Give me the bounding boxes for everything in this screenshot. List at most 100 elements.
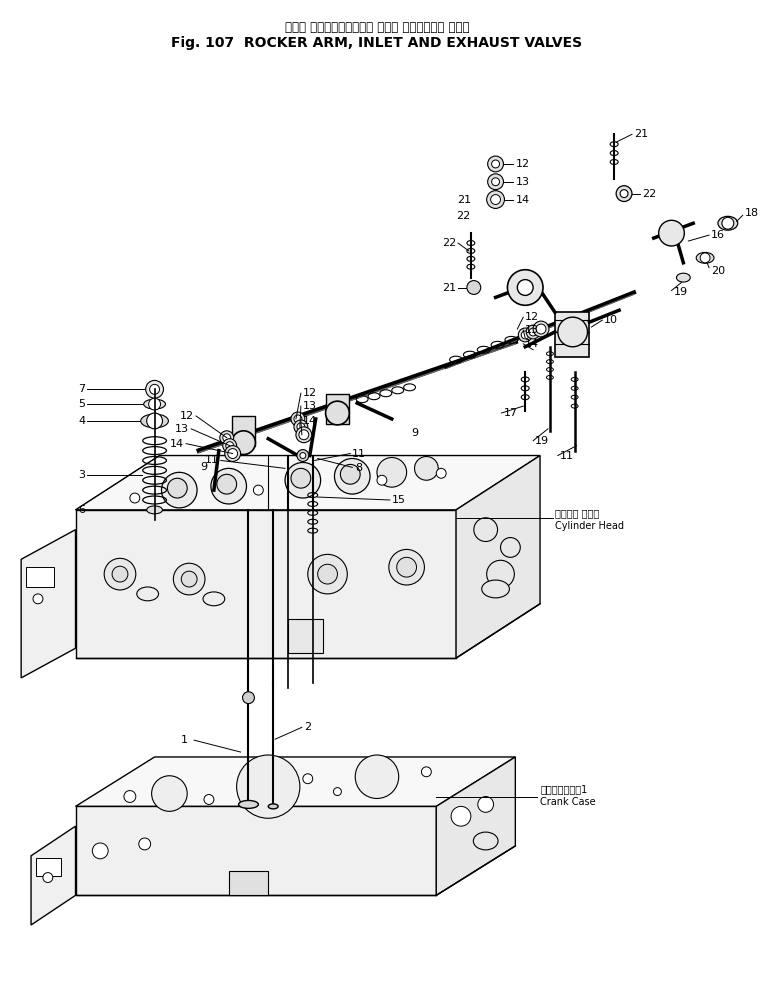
Bar bbox=[36, 858, 61, 876]
Circle shape bbox=[526, 325, 540, 339]
Circle shape bbox=[297, 423, 305, 431]
Circle shape bbox=[501, 538, 521, 557]
Circle shape bbox=[291, 412, 305, 426]
Text: 8: 8 bbox=[355, 463, 363, 473]
Circle shape bbox=[291, 468, 311, 488]
Text: 14: 14 bbox=[302, 416, 317, 426]
Ellipse shape bbox=[268, 804, 278, 809]
Ellipse shape bbox=[473, 832, 498, 850]
Text: 7: 7 bbox=[78, 384, 85, 394]
Circle shape bbox=[518, 328, 532, 342]
Circle shape bbox=[299, 430, 309, 440]
Circle shape bbox=[104, 558, 136, 590]
Circle shape bbox=[33, 594, 43, 604]
Text: 5: 5 bbox=[78, 399, 85, 409]
Ellipse shape bbox=[696, 252, 714, 263]
Text: 19: 19 bbox=[673, 287, 688, 297]
Circle shape bbox=[167, 478, 187, 498]
Text: 9: 9 bbox=[200, 462, 207, 472]
Circle shape bbox=[478, 797, 493, 812]
Circle shape bbox=[211, 468, 246, 504]
Circle shape bbox=[700, 253, 710, 263]
Circle shape bbox=[473, 518, 498, 542]
Circle shape bbox=[451, 806, 471, 826]
Circle shape bbox=[488, 174, 503, 190]
Circle shape bbox=[43, 873, 52, 882]
Text: 13: 13 bbox=[525, 325, 540, 335]
Circle shape bbox=[92, 843, 108, 859]
Ellipse shape bbox=[137, 587, 159, 601]
Circle shape bbox=[149, 398, 160, 410]
Polygon shape bbox=[75, 757, 515, 806]
Circle shape bbox=[226, 442, 233, 450]
Circle shape bbox=[397, 557, 416, 577]
Circle shape bbox=[389, 549, 424, 585]
Circle shape bbox=[220, 431, 233, 445]
Bar bbox=[555, 312, 590, 357]
Circle shape bbox=[558, 317, 587, 347]
Polygon shape bbox=[75, 510, 456, 658]
Circle shape bbox=[334, 458, 370, 494]
Text: 13: 13 bbox=[302, 401, 317, 411]
Circle shape bbox=[182, 571, 197, 587]
Circle shape bbox=[228, 449, 238, 458]
Text: 1: 1 bbox=[181, 735, 188, 745]
Ellipse shape bbox=[482, 580, 509, 598]
Circle shape bbox=[659, 220, 684, 246]
Circle shape bbox=[232, 431, 255, 455]
Circle shape bbox=[377, 458, 407, 487]
Text: ロッカ アーム、インレット および エキゾースト バルブ: ロッカ アーム、インレット および エキゾースト バルブ bbox=[285, 21, 469, 34]
Text: Crank Case: Crank Case bbox=[540, 797, 596, 807]
Circle shape bbox=[340, 464, 360, 484]
Text: 14: 14 bbox=[515, 195, 530, 205]
Text: 18: 18 bbox=[745, 208, 758, 218]
Circle shape bbox=[217, 474, 236, 494]
Text: クランクケース1: クランクケース1 bbox=[540, 785, 587, 795]
Circle shape bbox=[162, 472, 197, 508]
Circle shape bbox=[318, 564, 337, 584]
Circle shape bbox=[492, 178, 499, 186]
Circle shape bbox=[325, 401, 350, 425]
Circle shape bbox=[308, 554, 347, 594]
Text: 10: 10 bbox=[604, 315, 619, 325]
Circle shape bbox=[486, 560, 515, 588]
Circle shape bbox=[436, 468, 446, 478]
Circle shape bbox=[297, 450, 309, 461]
Circle shape bbox=[294, 415, 302, 423]
Circle shape bbox=[242, 692, 255, 704]
Text: 12: 12 bbox=[515, 159, 530, 169]
Circle shape bbox=[112, 566, 128, 582]
Polygon shape bbox=[21, 530, 75, 678]
Ellipse shape bbox=[144, 399, 166, 409]
Circle shape bbox=[173, 563, 205, 595]
Text: 11: 11 bbox=[560, 451, 574, 461]
Text: 11: 11 bbox=[352, 449, 366, 459]
Circle shape bbox=[491, 195, 501, 204]
Text: 20: 20 bbox=[711, 266, 725, 276]
Circle shape bbox=[536, 324, 546, 334]
Circle shape bbox=[521, 331, 529, 339]
Text: 13: 13 bbox=[175, 424, 189, 434]
Text: 21: 21 bbox=[457, 195, 471, 205]
Circle shape bbox=[616, 186, 632, 202]
Text: 19: 19 bbox=[535, 436, 549, 446]
Text: 12: 12 bbox=[525, 312, 540, 322]
Ellipse shape bbox=[718, 216, 738, 230]
Bar bbox=[26, 567, 54, 587]
Text: Cylinder Head: Cylinder Head bbox=[555, 521, 624, 531]
Circle shape bbox=[488, 156, 503, 172]
Ellipse shape bbox=[676, 273, 690, 282]
Ellipse shape bbox=[141, 414, 169, 428]
Circle shape bbox=[355, 755, 399, 798]
Bar bbox=[325, 394, 350, 424]
Circle shape bbox=[620, 190, 628, 198]
Polygon shape bbox=[75, 456, 540, 510]
Circle shape bbox=[139, 838, 150, 850]
Text: 11: 11 bbox=[205, 455, 219, 465]
Circle shape bbox=[300, 453, 306, 458]
Bar bbox=[229, 871, 268, 895]
Circle shape bbox=[414, 457, 439, 480]
Circle shape bbox=[492, 160, 499, 168]
Polygon shape bbox=[75, 806, 436, 895]
Text: 12: 12 bbox=[302, 388, 317, 398]
